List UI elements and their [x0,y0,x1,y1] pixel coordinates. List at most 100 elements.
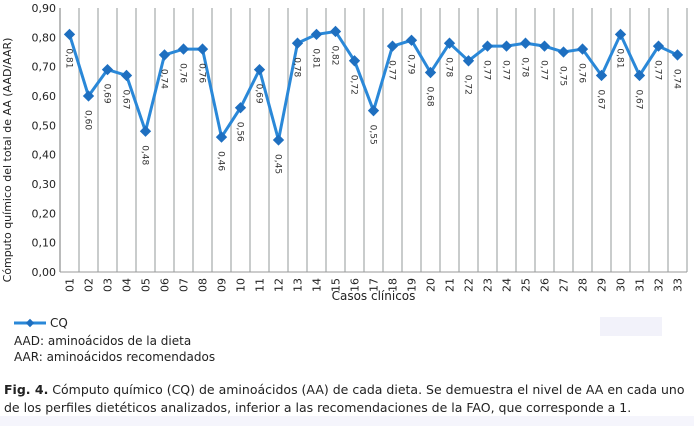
data-label: 0,56 [235,122,245,142]
x-tick-label: 03 [102,278,115,292]
data-label: 0,76 [577,63,587,83]
legend-label-cq: CQ [50,316,68,330]
data-point [462,55,475,67]
data-point [291,37,304,49]
x-tick-label: 27 [558,278,571,292]
x-tick-label: 01 [64,278,77,292]
data-point [538,40,551,52]
data-point [500,40,513,52]
data-label: 0,77 [501,60,511,80]
data-label: 0,72 [463,75,473,95]
data-label: 0,68 [425,87,435,107]
data-point [405,34,418,46]
x-tick-label: 12 [273,278,286,292]
x-tick-label: 19 [406,278,419,292]
bottom-strip [0,416,694,426]
data-label: 0,81 [615,48,625,68]
data-point [443,37,456,49]
data-label: 0,69 [254,84,264,104]
x-tick-label: 21 [444,278,457,292]
y-axis-title: Cómputo químico del total de AA (AAD/AAR… [1,38,14,283]
data-label: 0,76 [178,63,188,83]
note-aar: AAR: aminoácidos recomendados [14,350,216,364]
data-point [215,131,228,143]
data-point [196,43,209,55]
y-tick-label: 0,50 [32,119,57,132]
x-tick-label: 18 [387,278,400,292]
data-point [120,69,133,82]
data-point [348,55,361,67]
x-tick-label: 31 [634,278,647,292]
y-tick-label: 0,70 [32,61,57,74]
data-label: 0,77 [387,60,397,80]
data-label: 0,48 [140,145,150,165]
line-chart: 0,00 0,10 0,20 0,30 0,40 0,50 0,60 0,70 0,80 0,90… [1,2,688,303]
x-tick-label: 23 [482,278,495,292]
data-point [576,43,589,55]
data-label: 0,81 [311,48,321,68]
x-tick-label: 05 [140,278,153,292]
data-point [652,40,665,52]
data-label: 0,82 [330,45,340,65]
blank-box [600,317,662,336]
x-tick-label: 02 [83,278,96,292]
x-tick-label: 33 [672,278,685,292]
data-label: 0,67 [634,89,644,109]
legend-marker-cq [14,318,46,328]
x-tick-label: 09 [216,278,229,292]
x-tick-label: 17 [368,278,381,292]
data-point [177,43,190,55]
y-tick-label: 0,10 [32,237,57,250]
data-point [671,49,684,61]
legend: CQ [14,315,68,331]
x-tick-label: 16 [349,278,362,292]
x-tick-label: 29 [596,278,609,292]
data-point [519,37,532,49]
y-tick-label: 0,80 [32,31,57,44]
x-tick-label: 15 [330,278,343,292]
x-tick-label: 14 [311,278,324,292]
data-point [481,40,494,52]
data-label: 0,69 [102,84,112,104]
x-axis-title: Casos clínicos [332,289,416,303]
data-point [386,40,399,52]
data-label: 0,67 [596,89,606,109]
data-label: 0,75 [558,66,568,86]
y-tick-label: 0,20 [32,207,57,220]
x-tick-label: 13 [292,278,305,292]
y-tick-label: 0,30 [32,178,57,191]
figure-caption: Fig. 4. Cómputo químico (CQ) de aminoáci… [4,381,694,417]
x-tick-label: 25 [520,278,533,292]
y-tick-label: 0,00 [32,266,57,279]
data-label: 0,76 [197,63,207,83]
data-label: 0,79 [406,54,416,74]
data-point [253,63,266,76]
y-tick-label: 0,40 [32,149,57,162]
x-tick-label: 07 [178,278,191,292]
data-label: 0,74 [159,69,169,89]
data-point [158,49,171,61]
data-point [63,28,76,41]
x-tick-label: 06 [159,278,172,292]
x-tick-label: 20 [425,278,438,292]
data-label: 0,74 [672,69,682,89]
data-point [139,125,152,137]
data-label: 0,77 [653,60,663,80]
y-tick-label: 0,60 [32,90,57,103]
y-tick-label: 0,90 [32,2,57,15]
x-tick-label: 24 [501,278,514,292]
data-point [310,28,323,41]
x-tick-label: 10 [235,278,248,292]
data-point [557,46,570,58]
x-tick-label: 11 [254,278,267,292]
caption-label: Fig. 4. [4,382,49,397]
data-label: 0,77 [539,60,549,80]
x-tick-label: 26 [539,278,552,292]
x-tick-label: 04 [121,278,134,292]
data-label: 0,55 [368,125,378,145]
data-label: 0,67 [121,89,131,109]
data-label: 0,78 [444,57,454,77]
x-tick-label: 22 [463,278,476,292]
data-label: 0,72 [349,75,359,95]
data-point [272,134,285,146]
